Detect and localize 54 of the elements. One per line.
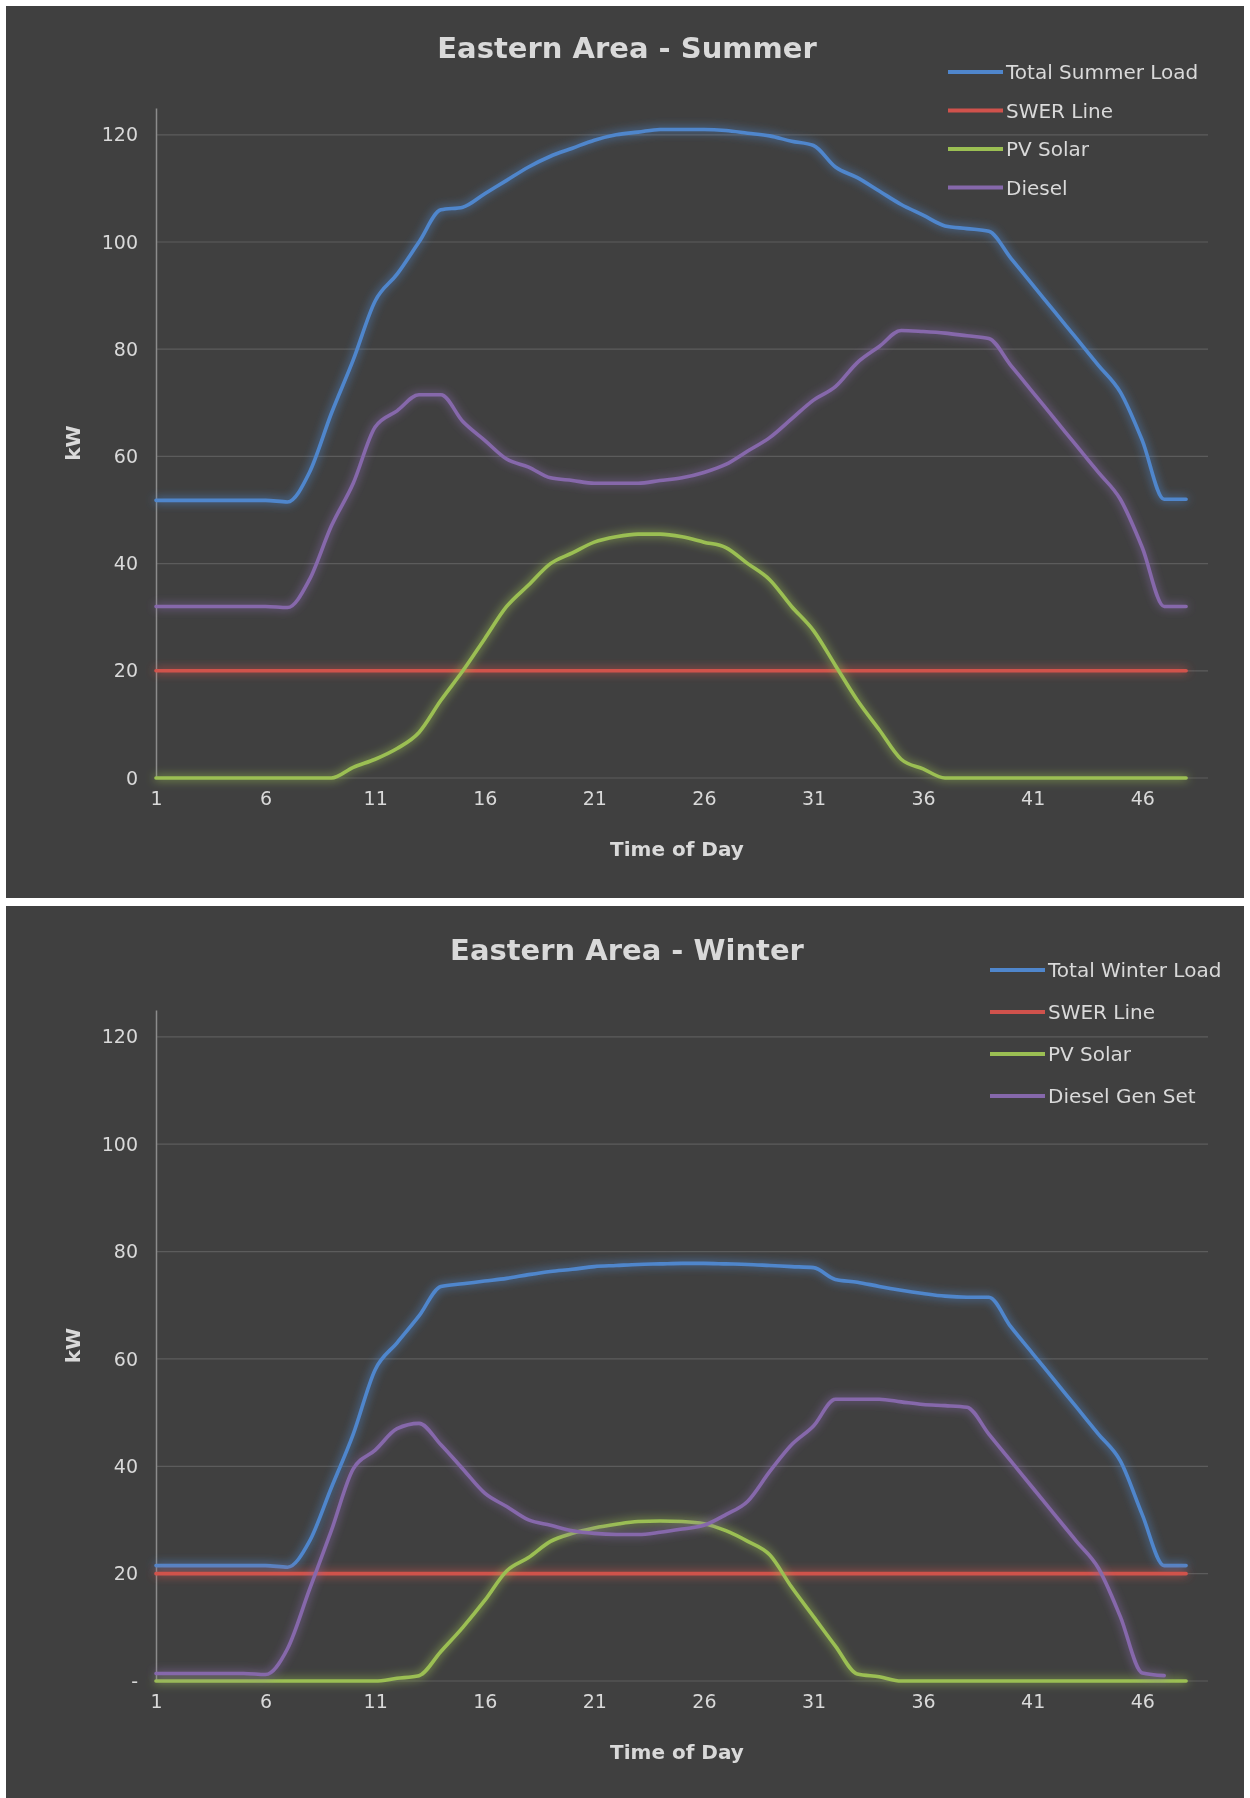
x-tick-label: 21	[582, 1690, 607, 1713]
x-tick-label: 16	[473, 1690, 498, 1713]
legend-label: PV Solar	[1006, 137, 1090, 161]
y-tick-label: 80	[113, 1240, 138, 1263]
chart-title: Eastern Area - Winter	[450, 933, 805, 967]
y-tick-label: 100	[101, 230, 138, 253]
y-axis-title: kW	[61, 1327, 85, 1364]
x-tick-label: 6	[260, 787, 273, 810]
y-tick-label: 20	[113, 659, 138, 682]
y-tick-label: 40	[113, 552, 138, 575]
x-tick-label: 41	[1021, 1690, 1046, 1713]
x-tick-label: 16	[473, 787, 498, 810]
x-tick-label: 6	[260, 1690, 273, 1713]
legend-label: Diesel	[1006, 175, 1068, 200]
y-tick-label: 120	[101, 123, 138, 146]
y-tick-label: -	[131, 1669, 138, 1692]
line-series	[154, 1519, 1188, 1683]
x-tick-label: 26	[692, 787, 717, 810]
y-tick-label: 60	[113, 444, 138, 467]
x-tick-label: 41	[1021, 787, 1046, 810]
x-tick-label: 21	[582, 787, 607, 810]
legend-label: PV Solar	[1048, 1042, 1132, 1066]
legend-label: Total Summer Load	[1005, 60, 1199, 84]
line-series	[154, 1397, 1166, 1678]
x-tick-label: 46	[1130, 787, 1155, 810]
y-tick-label: 40	[113, 1454, 138, 1477]
line-series	[154, 532, 1188, 780]
x-tick-label: 1	[150, 1690, 163, 1713]
y-tick-label: 120	[101, 1025, 138, 1048]
legend-label: Total Winter Load	[1047, 958, 1222, 982]
x-axis-title: Time of Day	[610, 837, 744, 861]
x-tick-label: 31	[801, 1690, 827, 1713]
x-tick-label: 31	[801, 787, 827, 810]
line-series	[154, 328, 1188, 610]
y-tick-label: 100	[101, 1132, 138, 1155]
y-tick-label: 0	[125, 766, 138, 789]
line-series	[154, 127, 1188, 504]
y-tick-label: 80	[113, 337, 138, 360]
chart-title: Eastern Area - Summer	[437, 31, 818, 65]
legend-label: Diesel Gen Set	[1048, 1084, 1196, 1108]
x-tick-label: 1	[150, 787, 163, 810]
x-axis-title: Time of Day	[610, 1740, 744, 1764]
y-tick-label: 20	[113, 1562, 138, 1585]
x-tick-label: 11	[363, 1690, 388, 1713]
x-tick-label: 26	[692, 1690, 717, 1713]
x-tick-label: 46	[1130, 1690, 1155, 1713]
legend-label: SWER Line	[1048, 1000, 1156, 1024]
line-series	[154, 1261, 1188, 1569]
legend-label: SWER Line	[1006, 98, 1114, 123]
x-tick-label: 11	[363, 787, 388, 810]
x-tick-label: 36	[911, 787, 936, 810]
y-axis-title: kW	[61, 425, 85, 461]
y-tick-label: 60	[113, 1347, 138, 1370]
x-tick-label: 36	[911, 1690, 936, 1713]
